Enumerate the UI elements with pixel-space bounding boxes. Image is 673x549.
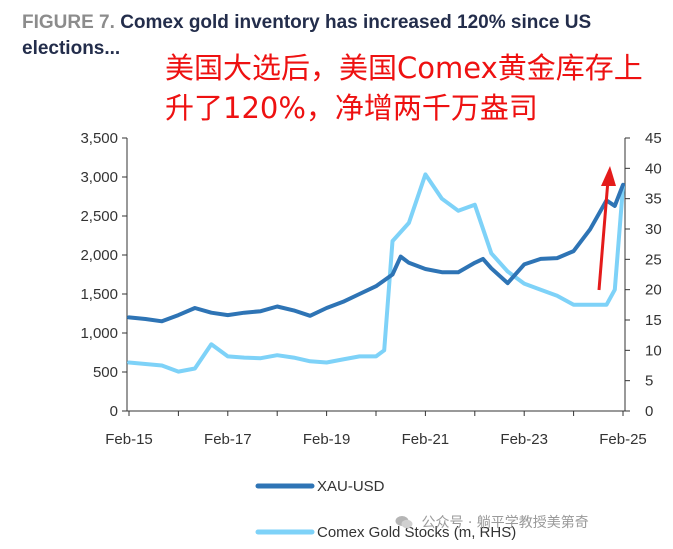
right-tick-label: 35 (645, 191, 662, 208)
series-layer (127, 172, 625, 374)
left-tick-label: 1,500 (80, 286, 118, 303)
annotation-arrow (597, 166, 616, 291)
x-tick-label: Feb-25 (599, 431, 647, 448)
right-tick-label: 30 (645, 221, 662, 238)
left-tick-label: 2,500 (80, 208, 118, 225)
arrowhead (601, 166, 616, 186)
right-tick-label: 5 (645, 373, 653, 390)
right-tick-label: 45 (645, 130, 662, 147)
x-tick-label: Feb-21 (402, 431, 450, 448)
left-tick-label: 1,000 (80, 325, 118, 342)
figure-title-text: Comex gold inventory has increased 120% … (22, 12, 592, 59)
left-tick-label: 3,000 (80, 169, 118, 186)
left-tick-label: 500 (93, 364, 118, 381)
series-line-comex-gold-stocks (127, 172, 625, 374)
left-tick-label: 0 (110, 403, 118, 420)
legend-label: XAU-USD (317, 478, 385, 495)
figure-label: FIGURE 7. (22, 12, 115, 33)
right-tick-label: 15 (645, 312, 662, 329)
x-tick-label: Feb-15 (105, 431, 153, 448)
figure-title: FIGURE 7. Comex gold inventory has incre… (22, 10, 642, 62)
legend-label: Comex Gold Stocks (m, RHS) (317, 524, 516, 541)
left-tick-label: 3,500 (80, 130, 118, 147)
watermark-text: 公众号 · 躺平学教授美第奇 (421, 515, 589, 531)
chinese-annotation: 美国大选后，美国Comex黄金库存上升了120%，净增两千万盎司 (165, 51, 643, 125)
arrow-shaft (597, 179, 610, 291)
wechat-icon (395, 515, 413, 529)
watermark: 公众号 · 躺平学教授美第奇 (395, 512, 589, 532)
right-tick-label: 10 (645, 342, 662, 359)
right-tick-label: 20 (645, 282, 662, 299)
left-tick-label: 2,000 (80, 247, 118, 264)
axes: 0 500 1,000 1,500 2,000 2,500 3,000 3,500 0 5 10 15… (80, 130, 661, 448)
series-line-xau-usd (127, 182, 625, 324)
x-tick-label: Feb-23 (500, 431, 548, 448)
right-tick-label: 0 (645, 403, 653, 420)
x-tick-label: Feb-19 (303, 431, 351, 448)
legend: XAU-USD Comex Gold Stocks (m, RHS) (255, 478, 516, 541)
right-tick-label: 25 (645, 251, 662, 268)
x-tick-label: Feb-17 (204, 431, 252, 448)
right-tick-label: 40 (645, 160, 662, 177)
